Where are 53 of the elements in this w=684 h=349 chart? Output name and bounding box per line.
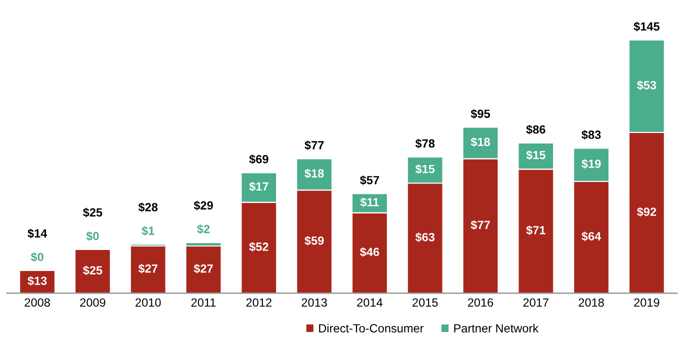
total-label: $86 [526,124,546,134]
total-label: $78 [415,138,435,148]
data-label: $15 [415,164,435,174]
data-label: $0 [30,252,44,262]
data-label: $71 [526,225,546,236]
data-label: $25 [83,266,102,276]
data-label: $18 [470,137,490,147]
total-label: $28 [138,202,158,212]
data-label: $64 [582,232,602,242]
data-label: $53 [637,80,656,90]
total-label: $145 [634,22,660,32]
total-label: $69 [249,154,268,164]
data-label: $2 [197,224,210,234]
bar [185,245,222,294]
data-label: $19 [582,159,601,169]
legend-label: Partner Network [454,324,539,332]
data-label: $63 [415,232,435,242]
data-label: $77 [470,220,490,230]
total-label: $29 [194,200,213,210]
x-tick-label: 2013 [302,298,327,307]
data-label: $27 [138,264,158,274]
bar [130,245,166,294]
x-tick-label: 2011 [191,298,216,307]
bar [74,248,111,294]
total-label: $57 [360,175,380,186]
x-tick-label: 2009 [80,298,106,307]
total-label: $83 [582,130,601,140]
data-label: $0 [86,231,99,241]
x-tick-label: 2014 [357,298,382,307]
data-label: $11 [360,198,379,208]
x-tick-label: 2010 [136,298,161,307]
x-tick-label: 2015 [412,298,438,307]
data-label: $1 [142,226,154,236]
data-label: $92 [637,207,656,217]
legend-label: Direct-To-Consumer [319,324,424,332]
data-label: $46 [360,247,380,257]
data-label: $18 [304,168,324,178]
x-tick-label: 2019 [634,298,660,307]
data-label: $52 [249,242,268,252]
data-label: $15 [526,150,546,160]
x-tick-label: 2008 [24,298,50,307]
data-label: $13 [28,276,47,286]
total-label: $14 [28,228,48,238]
total-label: $77 [304,140,324,150]
data-label: $27 [194,264,213,274]
total-label: $95 [470,109,490,119]
x-tick-label: 2012 [246,298,272,307]
x-tick-label: 2017 [523,298,548,307]
x-tick-label: 2016 [468,298,494,307]
data-label: $59 [304,236,324,246]
total-label: $25 [83,208,102,218]
data-label: $17 [249,182,268,192]
x-tick-label: 2018 [578,298,604,307]
